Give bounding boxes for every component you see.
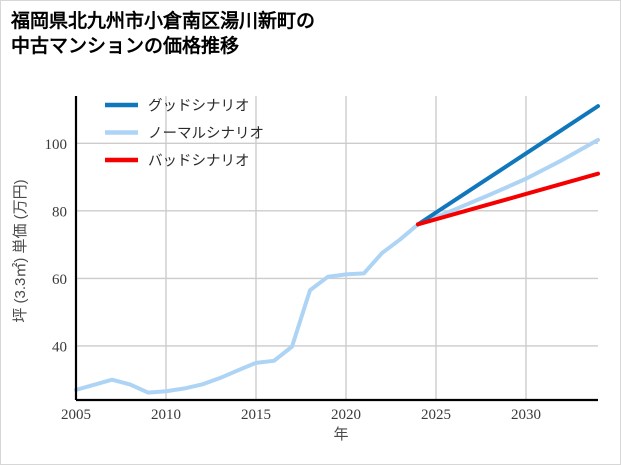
series-line-normal: [74, 137, 600, 395]
x-tick-label: 2010: [151, 407, 181, 423]
x-tick-label: 2025: [421, 407, 451, 423]
y-tick-label: 40: [52, 339, 67, 355]
x-tick-label: 2030: [511, 407, 541, 423]
series-line-bad: [416, 171, 600, 227]
legend-label-normal[interactable]: ノーマルシナリオ: [148, 126, 264, 142]
axes-group: [74, 96, 598, 402]
x-tick-label: 2005: [61, 407, 91, 423]
page-title: 福岡県北九州市小倉南区湯川新町の 中古マンションの価格推移: [11, 11, 316, 58]
y-axis-title: 坪 (3.3㎡) 単価 (万円): [12, 179, 29, 322]
y-tick-label: 100: [45, 137, 68, 153]
y-tick-labels: 40 60 80 100: [45, 137, 68, 356]
legend-label-good[interactable]: グッドシナリオ: [148, 98, 250, 115]
series-line-good: [416, 104, 600, 227]
x-tick-labels: 2005 2010 2015 2020 2025 2030: [61, 407, 541, 423]
x-tick-label: 2020: [331, 407, 361, 423]
x-tick-label: 2015: [241, 407, 271, 423]
y-tick-label: 80: [52, 204, 67, 220]
gridlines-group: [75, 96, 598, 400]
series-group: [74, 104, 600, 395]
legend-label-bad[interactable]: バッドシナリオ: [148, 154, 250, 170]
y-tick-label: 60: [52, 272, 67, 288]
x-axis-title: 年: [333, 426, 348, 443]
